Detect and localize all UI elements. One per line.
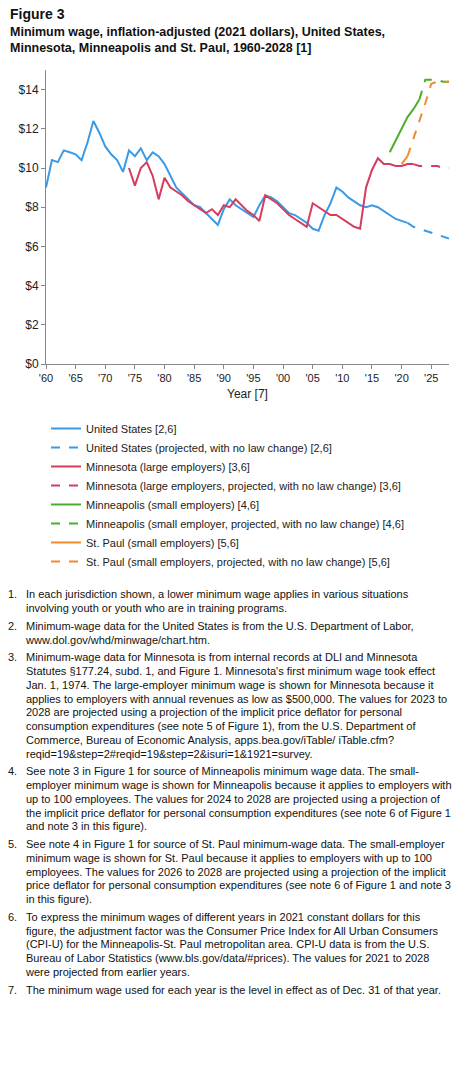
svg-text:'70: '70 [98,372,112,384]
html-text:Minimum-wage data for Minnesot: Minimum-wage data for Minnesota is from … [26,651,448,760]
svg-text:Minneapolis (small employer, p: Minneapolis (small employer, projected, … [86,518,404,530]
html-text:Minimum wage, inflation-adjust: Minimum wage, inflation-adjusted (2021 d… [10,25,386,55]
svg-text:$6: $6 [25,240,39,254]
html-text:4.: 4. [8,765,18,778]
html-text:To express the minimum wages o: To express the minimum wages of differen… [26,910,439,978]
html-text:1.: 1. [8,588,18,601]
svg-text:$2: $2 [25,318,39,332]
svg-text:'00: '00 [276,372,290,384]
svg-text:$4: $4 [25,279,39,293]
html-text:Figure 3: Figure 3 [10,6,65,22]
svg-text:'85: '85 [187,372,201,384]
html-text:Minimum-wage data for the Unit: Minimum-wage data for the United States … [26,619,414,646]
html-text:5.: 5. [8,838,18,850]
svg-text:'95: '95 [246,372,260,384]
svg-text:Minneapolis (small employers): Minneapolis (small employers) [4,6] [86,499,259,511]
svg-text:Minnesota (large employers) [3: Minnesota (large employers) [3,6] [86,461,250,473]
html-text:The minimum wage used for each: The minimum wage used for each year is t… [26,983,441,996]
svg-text:'15: '15 [365,372,379,384]
html-text:See note 4 in Figure 1 for sou: See note 4 in Figure 1 for source of St.… [26,838,451,905]
svg-text:$0: $0 [25,357,39,371]
svg-text:$8: $8 [25,201,39,215]
svg-text:'90: '90 [217,372,231,384]
html-text:2.: 2. [8,619,18,632]
svg-text:$14: $14 [19,83,39,97]
html-text:7.: 7. [8,983,18,996]
html-text:See note 3 in Figure 1 for sou: See note 3 in Figure 1 for source of Min… [26,765,452,833]
html-text:In each jurisdiction shown, a: In each jurisdiction shown, a lower mini… [26,588,409,614]
html-text:3.: 3. [8,651,18,664]
svg-text:United States (projected, with: United States (projected, with no law ch… [86,442,332,454]
svg-text:'25: '25 [424,372,438,384]
svg-text:'20: '20 [394,372,408,384]
html-text:6.: 6. [8,910,18,923]
svg-text:St. Paul (small employers) [5,: St. Paul (small employers) [5,6] [86,537,239,549]
svg-text:'60: '60 [39,372,53,384]
svg-text:$12: $12 [19,122,39,136]
svg-text:'80: '80 [157,372,171,384]
svg-text:Minnesota (large employers, pr: Minnesota (large employers, projected, w… [86,480,401,492]
svg-text:'75: '75 [128,372,142,384]
svg-text:'05: '05 [306,372,320,384]
svg-text:St. Paul (small employers, pro: St. Paul (small employers, projected, wi… [86,556,390,568]
svg-text:$10: $10 [19,161,39,175]
svg-text:United States [2,6]: United States [2,6] [86,423,177,435]
svg-text:'65: '65 [68,372,82,384]
svg-text:'10: '10 [335,372,349,384]
svg-text:Year [7]: Year [7] [227,387,268,401]
